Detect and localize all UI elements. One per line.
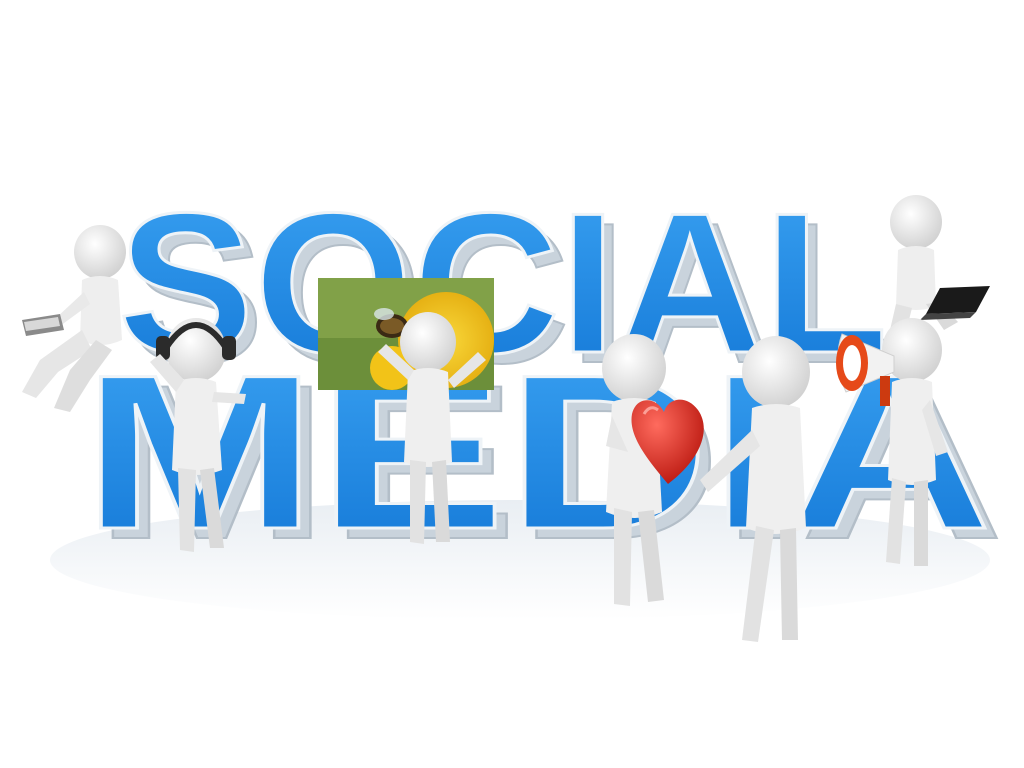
- figure-laptop: [890, 195, 990, 332]
- headphones-icon: [156, 322, 236, 360]
- bee-icon: [374, 308, 408, 338]
- figure-holding-photo: [378, 312, 486, 544]
- figure-headphones: [150, 318, 246, 552]
- megaphone-icon: [836, 333, 895, 406]
- figure-holding-heart: [602, 334, 704, 606]
- book-icon: [22, 314, 64, 336]
- figure-reading-book: [22, 225, 126, 412]
- figure-receiving-heart: [700, 336, 810, 642]
- laptop-icon: [920, 286, 990, 320]
- figure-megaphone: [836, 318, 948, 566]
- heart-icon: [631, 399, 704, 484]
